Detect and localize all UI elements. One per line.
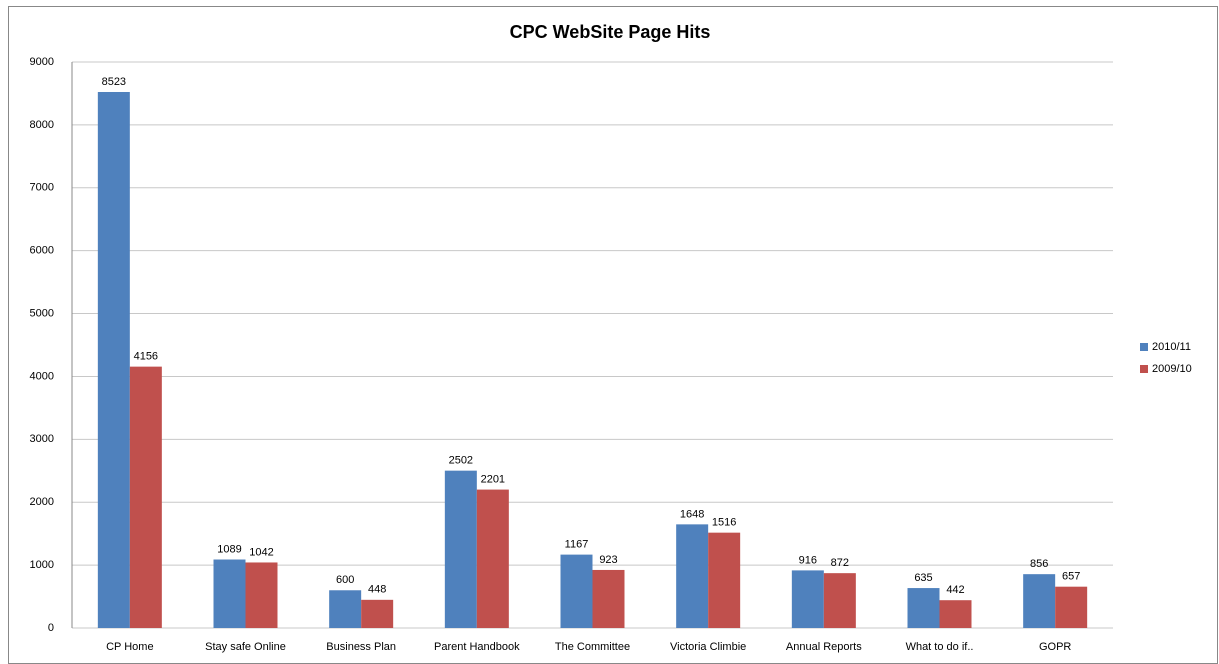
data-label: 1648	[680, 508, 704, 520]
bar	[560, 554, 593, 628]
x-tick-label: Business Plan	[326, 641, 396, 653]
legend-swatch	[1140, 365, 1148, 373]
y-tick-label: 1000	[30, 559, 54, 571]
data-label: 1042	[249, 546, 273, 558]
data-label: 856	[1030, 558, 1048, 570]
bar	[823, 573, 856, 628]
x-tick-label: What to do if..	[906, 641, 974, 653]
y-tick-label: 8000	[30, 119, 54, 131]
data-label: 1167	[565, 539, 589, 551]
x-tick-label: Annual Reports	[786, 641, 862, 653]
x-tick-label: GOPR	[1039, 641, 1071, 653]
y-tick-label: 5000	[30, 307, 54, 319]
x-tick-label: Stay safe Online	[205, 641, 286, 653]
y-tick-label: 0	[48, 622, 54, 634]
data-label: 657	[1062, 571, 1080, 583]
legend-swatch	[1140, 343, 1148, 351]
bar	[907, 588, 940, 628]
data-label: 2201	[481, 473, 505, 485]
bar	[791, 570, 824, 628]
data-label: 872	[831, 557, 849, 569]
data-label: 923	[599, 554, 617, 566]
bar	[329, 590, 362, 628]
bar	[1055, 586, 1088, 628]
bar	[97, 91, 130, 629]
x-tick-label: The Committee	[555, 641, 630, 653]
bar	[592, 569, 625, 628]
data-label: 8523	[102, 76, 126, 88]
data-label: 1089	[217, 543, 241, 555]
y-tick-label: 4000	[30, 370, 54, 382]
x-tick-label: CP Home	[106, 641, 153, 653]
x-tick-label: Victoria Climbie	[670, 641, 746, 653]
data-label: 635	[914, 572, 932, 584]
y-tick-label: 9000	[30, 56, 54, 68]
y-tick-label: 6000	[30, 245, 54, 257]
data-label: 448	[368, 584, 386, 596]
data-label: 1516	[712, 517, 736, 529]
bar	[476, 489, 509, 628]
data-label: 4156	[134, 351, 158, 363]
legend-label: 2009/10	[1152, 363, 1192, 375]
data-label: 2502	[449, 455, 473, 467]
bar	[129, 366, 162, 628]
bar	[361, 599, 394, 628]
bar	[708, 532, 741, 628]
chart-title: CPC WebSite Page Hits	[510, 22, 711, 42]
bar	[939, 600, 972, 628]
bar	[213, 559, 246, 628]
y-tick-label: 7000	[30, 182, 54, 194]
bar	[245, 562, 278, 628]
data-label: 600	[336, 574, 354, 586]
data-label: 442	[946, 584, 964, 596]
y-tick-label: 2000	[30, 496, 54, 508]
bar	[676, 524, 709, 628]
data-label: 916	[799, 554, 817, 566]
y-tick-label: 3000	[30, 433, 54, 445]
x-tick-label: Parent Handbook	[434, 641, 520, 653]
bar	[1023, 574, 1056, 628]
chart-frame	[8, 6, 1218, 664]
legend-label: 2010/11	[1152, 341, 1191, 353]
bar	[444, 470, 477, 628]
